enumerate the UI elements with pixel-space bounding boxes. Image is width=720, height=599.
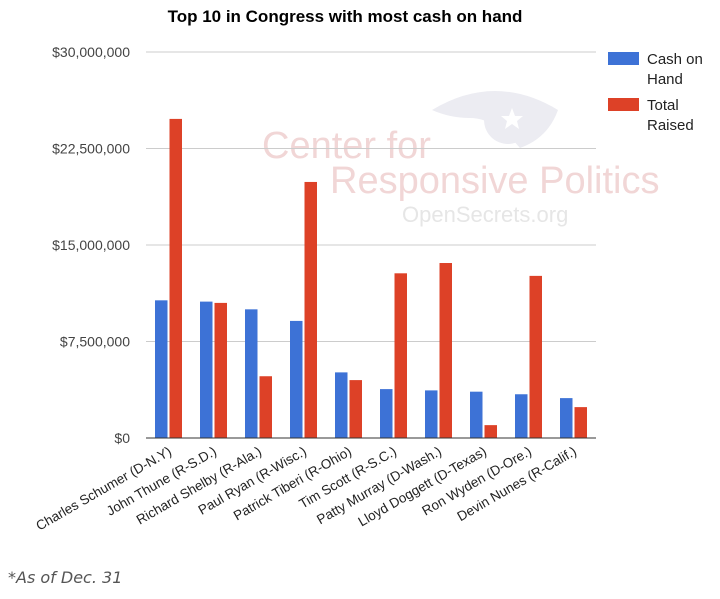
y-tick-label: $22,500,000 — [52, 141, 130, 157]
y-tick-label: $30,000,000 — [52, 44, 130, 60]
cash-on-hand-bar — [290, 320, 303, 438]
total-raised-bar — [259, 376, 272, 438]
watermark-line3: OpenSecrets.org — [402, 202, 568, 227]
legend-label: Cash on — [647, 51, 703, 68]
watermark-line2: Responsive Politics — [330, 160, 659, 202]
cash-on-hand-bar — [200, 301, 213, 438]
legend-label: Total — [647, 97, 679, 114]
chart-title: Top 10 in Congress with most cash on han… — [168, 7, 523, 26]
eye-star-icon — [432, 91, 558, 148]
y-tick-label: $0 — [114, 430, 130, 446]
cash-on-hand-bar — [425, 390, 438, 438]
legend-swatch-cash — [608, 52, 639, 65]
cash-on-hand-bar — [155, 300, 168, 438]
legend-label: Raised — [647, 117, 694, 134]
watermark-line1: Center for — [262, 125, 431, 167]
y-axis-ticks: $0 $7,500,000 $15,000,000 $22,500,000 $30,00… — [52, 44, 130, 446]
cash-on-hand-bar — [560, 398, 573, 438]
footnote: *As of Dec. 31 — [8, 568, 123, 587]
cash-on-hand-bar — [515, 394, 528, 438]
total-raised-bar — [304, 181, 317, 438]
cash-on-hand-bar — [380, 389, 393, 438]
total-raised-bar — [574, 407, 587, 438]
cash-on-hand-bar — [335, 372, 348, 438]
legend: Cash on Hand Total Raised — [608, 51, 703, 134]
total-raised-bar — [214, 302, 227, 438]
total-raised-bar — [529, 275, 542, 438]
total-raised-bar — [394, 273, 407, 438]
y-tick-label: $7,500,000 — [60, 334, 130, 350]
legend-label: Hand — [647, 71, 683, 88]
total-raised-bar — [439, 263, 452, 438]
cash-on-hand-bar — [470, 391, 483, 438]
bars — [155, 118, 587, 438]
total-raised-bar — [349, 380, 362, 438]
y-tick-label: $15,000,000 — [52, 237, 130, 253]
cash-on-hand-bar — [245, 309, 258, 438]
legend-swatch-raised — [608, 98, 639, 111]
total-raised-bar — [169, 118, 182, 438]
watermark: Center for Responsive Politics OpenSecre… — [262, 91, 659, 227]
x-axis-ticks: Charles Schumer (D-N.Y)John Thune (R-S.D… — [33, 444, 579, 534]
total-raised-bar — [484, 425, 497, 438]
